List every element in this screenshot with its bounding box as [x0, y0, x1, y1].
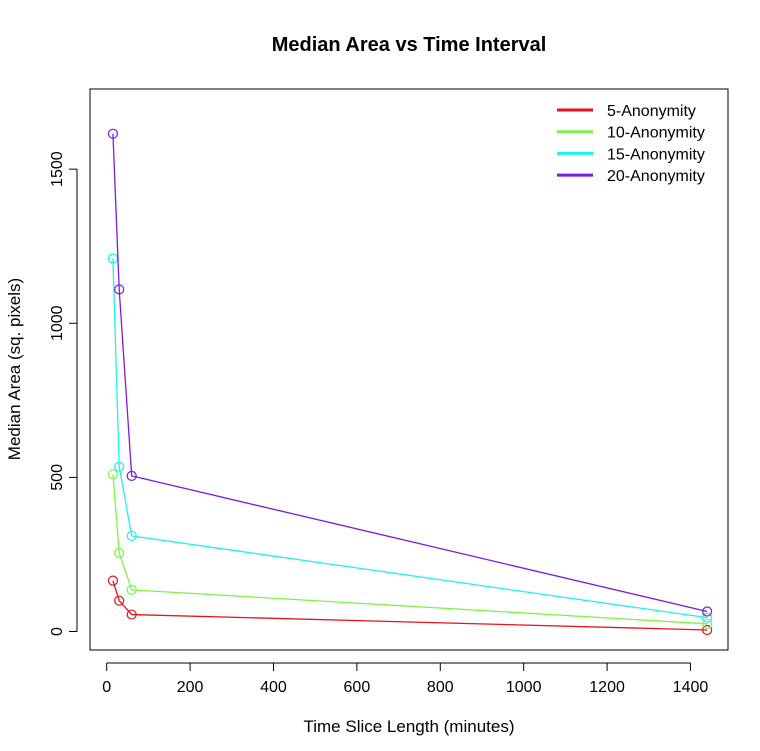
- x-tick-label: 400: [260, 679, 287, 696]
- chart-title: Median Area vs Time Interval: [272, 34, 547, 56]
- data-point: [702, 606, 713, 617]
- legend-label: 10-Anonymity: [607, 125, 705, 142]
- data-point: [107, 469, 119, 480]
- data-point: [126, 530, 137, 542]
- data-point: [114, 547, 125, 559]
- data-point: [702, 612, 713, 623]
- series-line: [112, 133, 708, 613]
- x-tick-label: 1400: [673, 679, 709, 696]
- x-tick-label: 1200: [589, 679, 625, 696]
- data-point: [114, 595, 125, 606]
- legend: 5-Anonymity 10-Anonymity 15-Anonymity 20-An…: [557, 103, 705, 185]
- y-tick-label: 500: [49, 464, 66, 491]
- y-tick-label: 0: [49, 627, 66, 636]
- series-line: [112, 580, 708, 631]
- x-tick-label: 200: [177, 679, 204, 696]
- data-point: [126, 470, 137, 481]
- legend-label: 5-Anonymity: [607, 103, 696, 120]
- series-1: [107, 575, 713, 636]
- x-axis: 0 200 400 600 800 1000 1200 1400: [102, 662, 709, 696]
- data-point: [114, 284, 125, 295]
- series-layer: [107, 128, 713, 636]
- y-axis: 0 500 1000 1500: [49, 151, 78, 636]
- x-tick-label: 800: [427, 679, 454, 696]
- x-tick-label: 1000: [506, 679, 542, 696]
- data-point: [702, 624, 713, 636]
- plot-area: [89, 88, 729, 651]
- series-2: [107, 469, 713, 629]
- data-point: [107, 575, 119, 586]
- y-tick-label: 1000: [49, 305, 66, 341]
- y-tick-label: 1500: [49, 151, 66, 187]
- legend-label: 20-Anonymity: [607, 168, 705, 185]
- series-4: [107, 128, 713, 617]
- data-point: [126, 584, 137, 595]
- data-point: [114, 461, 125, 472]
- legend-label: 15-Anonymity: [607, 146, 705, 163]
- data-point: [702, 618, 713, 629]
- series-3: [107, 253, 713, 623]
- series-line: [112, 258, 708, 619]
- x-tick-label: 0: [102, 679, 111, 696]
- x-axis-label: Time Slice Length (minutes): [303, 717, 514, 736]
- y-axis-label: Median Area (sq. pixels): [5, 278, 24, 460]
- data-point: [107, 128, 119, 139]
- series-line: [112, 474, 708, 625]
- data-point: [126, 609, 137, 620]
- x-tick-label: 600: [344, 679, 371, 696]
